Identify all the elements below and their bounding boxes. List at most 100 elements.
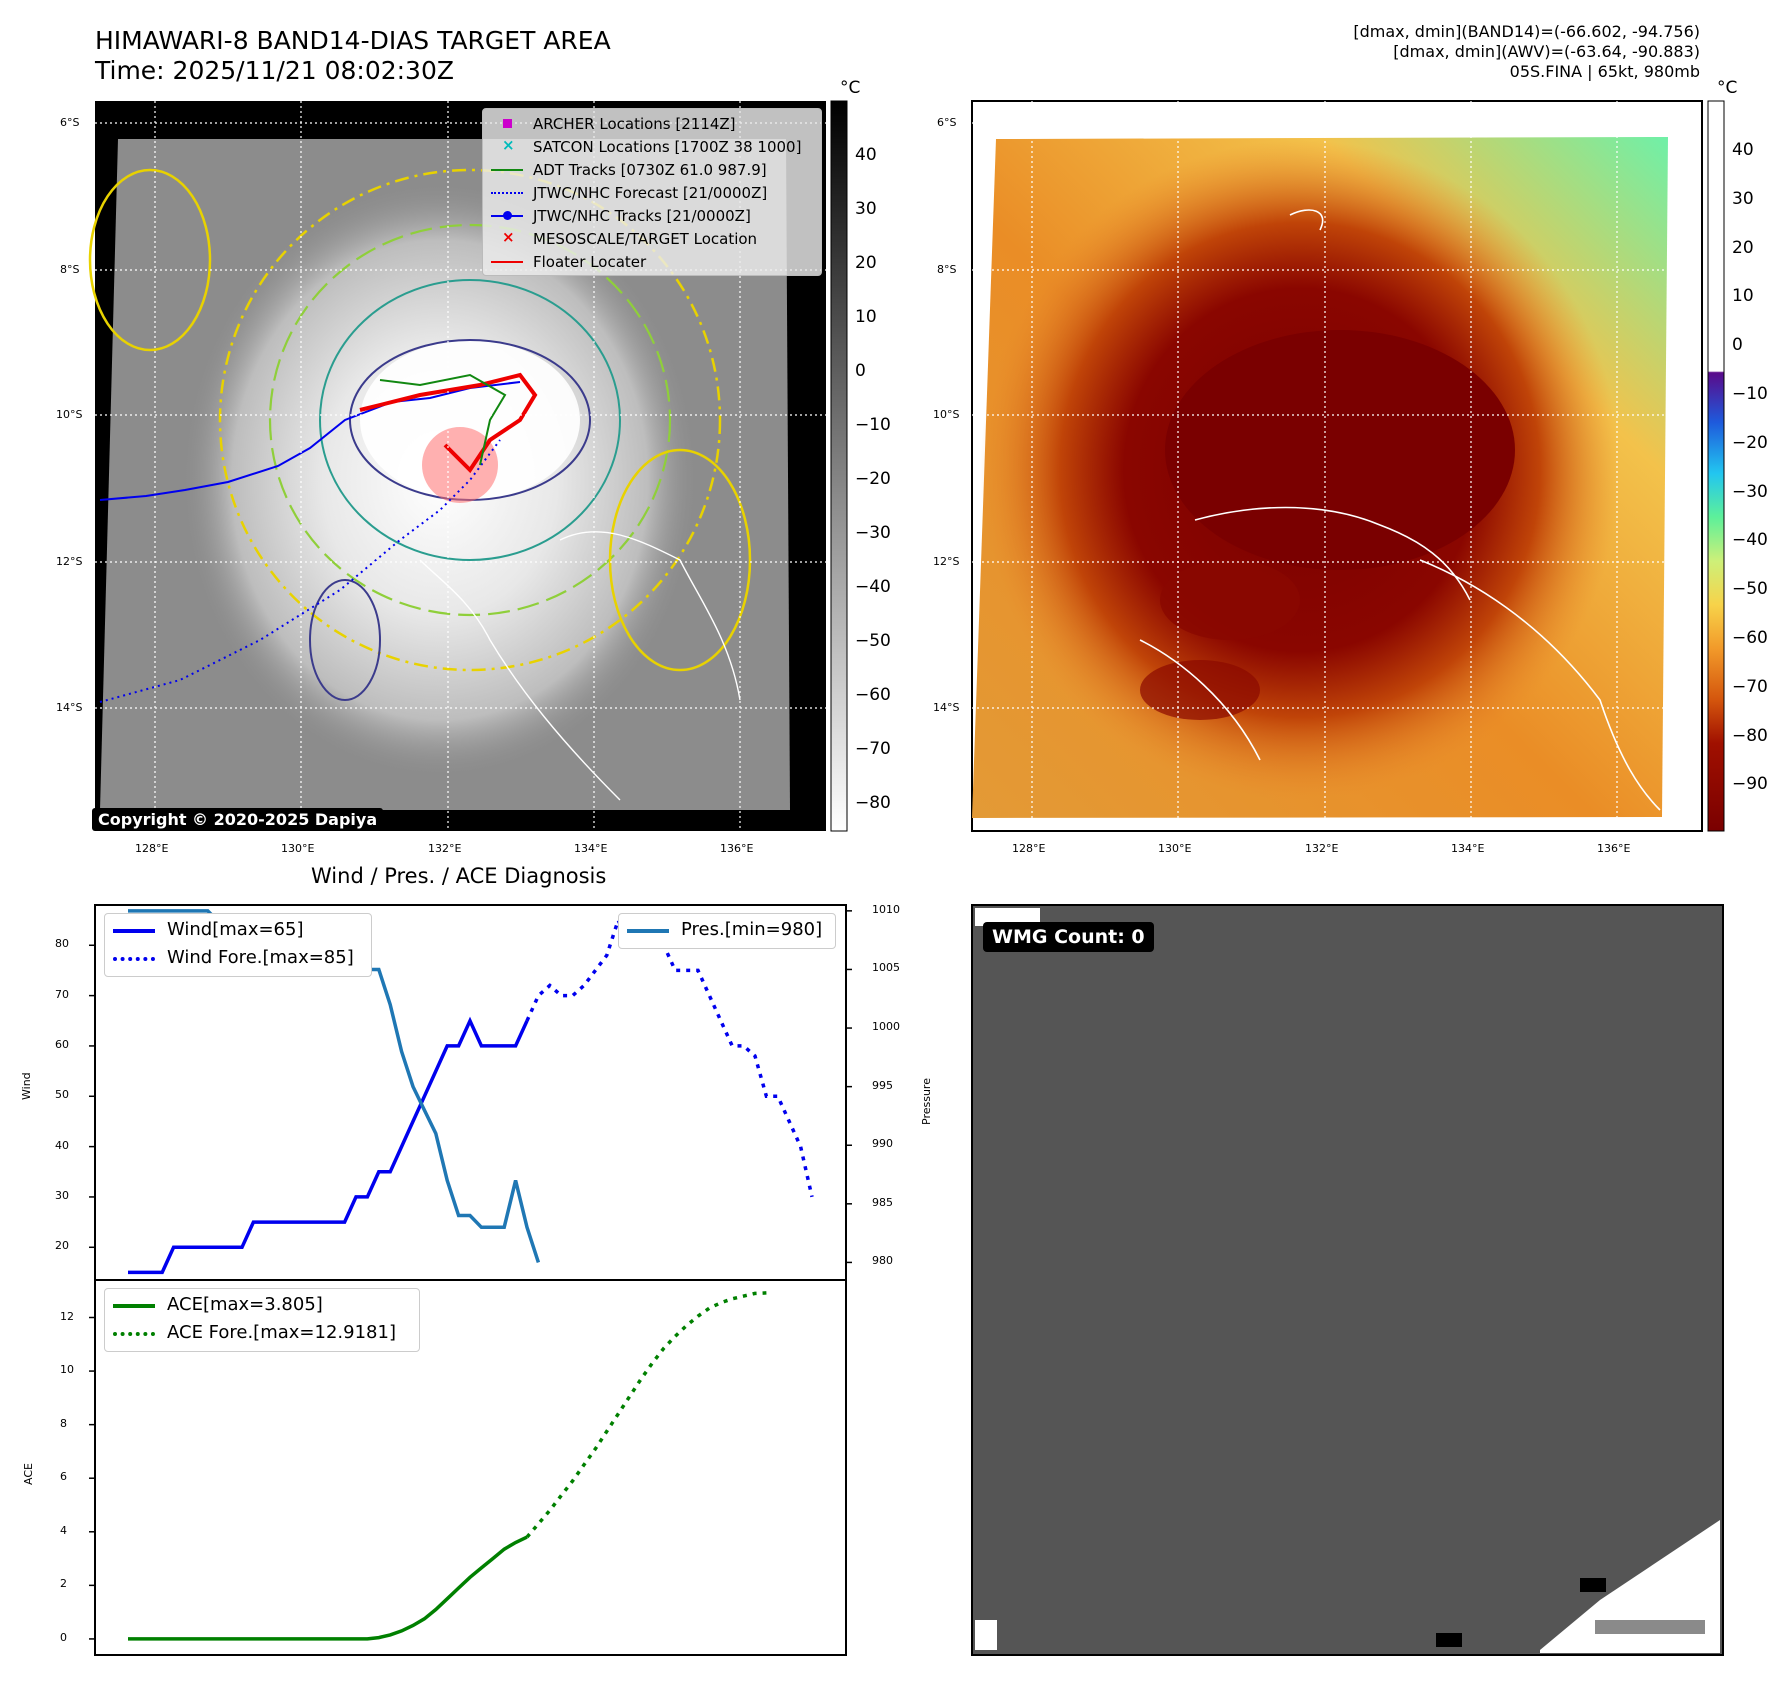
colorbar-tick-label: −70 [855, 739, 891, 759]
colorbar-tick-label: −70 [1732, 676, 1768, 697]
jtwc-track-line [99, 381, 521, 501]
colorbar-tick-label: −90 [1732, 774, 1768, 795]
colorbar-tick-label: −10 [855, 415, 891, 435]
legend-item-ace-forecast: ACE Fore.[max=12.9181] [105, 1320, 419, 1346]
ace-tick-label: 10 [60, 1363, 74, 1377]
legend-item-pressure: Pres.[min=980] [619, 917, 835, 943]
ace-tick-label: 0 [60, 1630, 67, 1644]
colorbar-tick-label: 10 [1732, 286, 1754, 307]
legend-label: ACE Fore.[max=12.9181] [167, 1322, 396, 1343]
ace-tick-label: 12 [60, 1309, 74, 1323]
wind-tick-label: 70 [55, 987, 69, 1001]
legend-item-satcon: × SATCON Locations [1700Z 38 1000] [483, 136, 821, 158]
lat-label: 6°S [937, 116, 957, 129]
map2-rainband-2 [1140, 660, 1260, 720]
colorbar-tick-label: 0 [1732, 335, 1743, 356]
target-zone [422, 427, 498, 503]
wind-tick-label: 30 [55, 1188, 69, 1202]
lat-label: 14°S [56, 701, 83, 714]
colorbar-color [1707, 100, 1725, 832]
line-marker-icon [491, 169, 523, 171]
ace-tick-label: 4 [60, 1523, 67, 1537]
wind-tick-label: 60 [55, 1037, 69, 1051]
lon-label: 128°E [135, 842, 169, 855]
colorbar-tick-label: −50 [1732, 579, 1768, 600]
pressure-tick-label: 980 [872, 1254, 893, 1268]
colorbar-tick-label: −40 [1732, 530, 1768, 551]
legend-label: ACE[max=3.805] [167, 1294, 323, 1315]
legend-item-adt: ADT Tracks [0730Z 61.0 987.9] [483, 159, 821, 181]
contour-west [88, 168, 212, 352]
wmg-block-4 [975, 1620, 997, 1650]
dotted-line-icon [491, 192, 523, 194]
colorbar-tick-label: −50 [855, 631, 891, 651]
wmg-corner-patch [975, 908, 1040, 926]
wind-axis-ticks [89, 910, 852, 1264]
legend-item-forecast: JTWC/NHC Forecast [21/0000Z] [483, 182, 821, 204]
map2-gridlines [972, 101, 1702, 831]
floater-locater-line [359, 372, 538, 474]
wind-tick-label: 40 [55, 1138, 69, 1152]
wind-tick-label: 50 [55, 1088, 69, 1102]
contour-yellow [218, 168, 722, 672]
wmg-block-1 [1580, 1578, 1606, 1592]
copyright-badge: Copyright © 2020-2025 Dapiya [92, 808, 384, 831]
contour-rainband [309, 579, 381, 701]
map-color-panel [971, 100, 1703, 832]
line-marker-icon [113, 929, 155, 933]
ace-line [128, 1535, 528, 1641]
colorbar-tick-label: −80 [855, 793, 891, 813]
wmg-panel [971, 904, 1724, 1656]
wind-line [128, 1016, 529, 1275]
colorbar-tick-label: −10 [1732, 384, 1768, 404]
map1-coastline [419, 531, 741, 801]
info-line-3: 05S.FINA | 65kt, 980mb [1509, 62, 1700, 81]
page-title: HIMAWARI-8 BAND14-DIAS TARGET AREA Time:… [95, 26, 611, 86]
legend-label: Floater Locater [533, 253, 647, 271]
ace-tick-label: 6 [60, 1470, 67, 1484]
title-line-2: Time: 2025/11/21 08:02:30Z [95, 56, 454, 85]
pressure-tick-label: 995 [872, 1078, 893, 1092]
legend-item-archer: ARCHER Locations [2114Z] [483, 113, 821, 135]
wmg-block-2 [1436, 1633, 1462, 1647]
lon-label: 130°E [281, 842, 315, 855]
legend-label: Wind[max=65] [167, 919, 304, 940]
info-line-2: [dmax, dmin](AWV)=(-63.64, -90.883) [1393, 42, 1700, 61]
legend-item-ace: ACE[max=3.805] [105, 1292, 419, 1318]
legend-label: ARCHER Locations [2114Z] [533, 115, 736, 133]
wind-tick-label: 20 [55, 1239, 69, 1253]
legend-label: JTWC/NHC Tracks [21/0000Z] [533, 207, 751, 225]
chart-title: Wind / Pres. / ACE Diagnosis [311, 864, 607, 888]
colorbar-tick-label: 40 [1732, 140, 1754, 160]
dotted-line-icon [113, 1332, 155, 1336]
dotted-line-icon [113, 957, 155, 961]
pressure-tick-label: 1010 [872, 902, 900, 916]
colorbar-tick-label: −20 [1732, 432, 1768, 453]
x-marker-icon: × [502, 136, 515, 154]
pressure-legend: Pres.[min=980] [618, 913, 836, 949]
lat-label: 12°S [56, 555, 83, 568]
colorbar-gray [830, 100, 848, 832]
lat-label: 10°S [56, 408, 83, 421]
pressure-tick-label: 985 [872, 1195, 893, 1209]
lon-label: 132°E [1305, 842, 1339, 855]
pressure-tick-label: 1000 [872, 1020, 900, 1034]
legend-item-wind: Wind[max=65] [105, 917, 371, 943]
wind-axis-label: Wind [20, 1072, 33, 1100]
colorbar-unit: °C [840, 78, 861, 98]
adt-track-line [379, 373, 507, 466]
legend-label: MESOSCALE/TARGET Location [533, 230, 758, 248]
colorbar-tick-label: 20 [855, 253, 877, 273]
contour-teal [319, 279, 621, 561]
ace-tick-label: 2 [60, 1577, 67, 1591]
colorbar-tick-label: −30 [855, 523, 891, 543]
ace-forecast-line [525, 1291, 767, 1539]
line-marker-icon [627, 929, 669, 933]
colorbar-tick-label: −60 [1732, 628, 1768, 648]
line-marker-icon [113, 1304, 155, 1308]
wmg-image [971, 904, 1724, 1656]
colorbar-tick-label: 10 [855, 307, 877, 327]
wmg-land-patch [1540, 1520, 1720, 1653]
legend-label: Pres.[min=980] [681, 919, 823, 940]
